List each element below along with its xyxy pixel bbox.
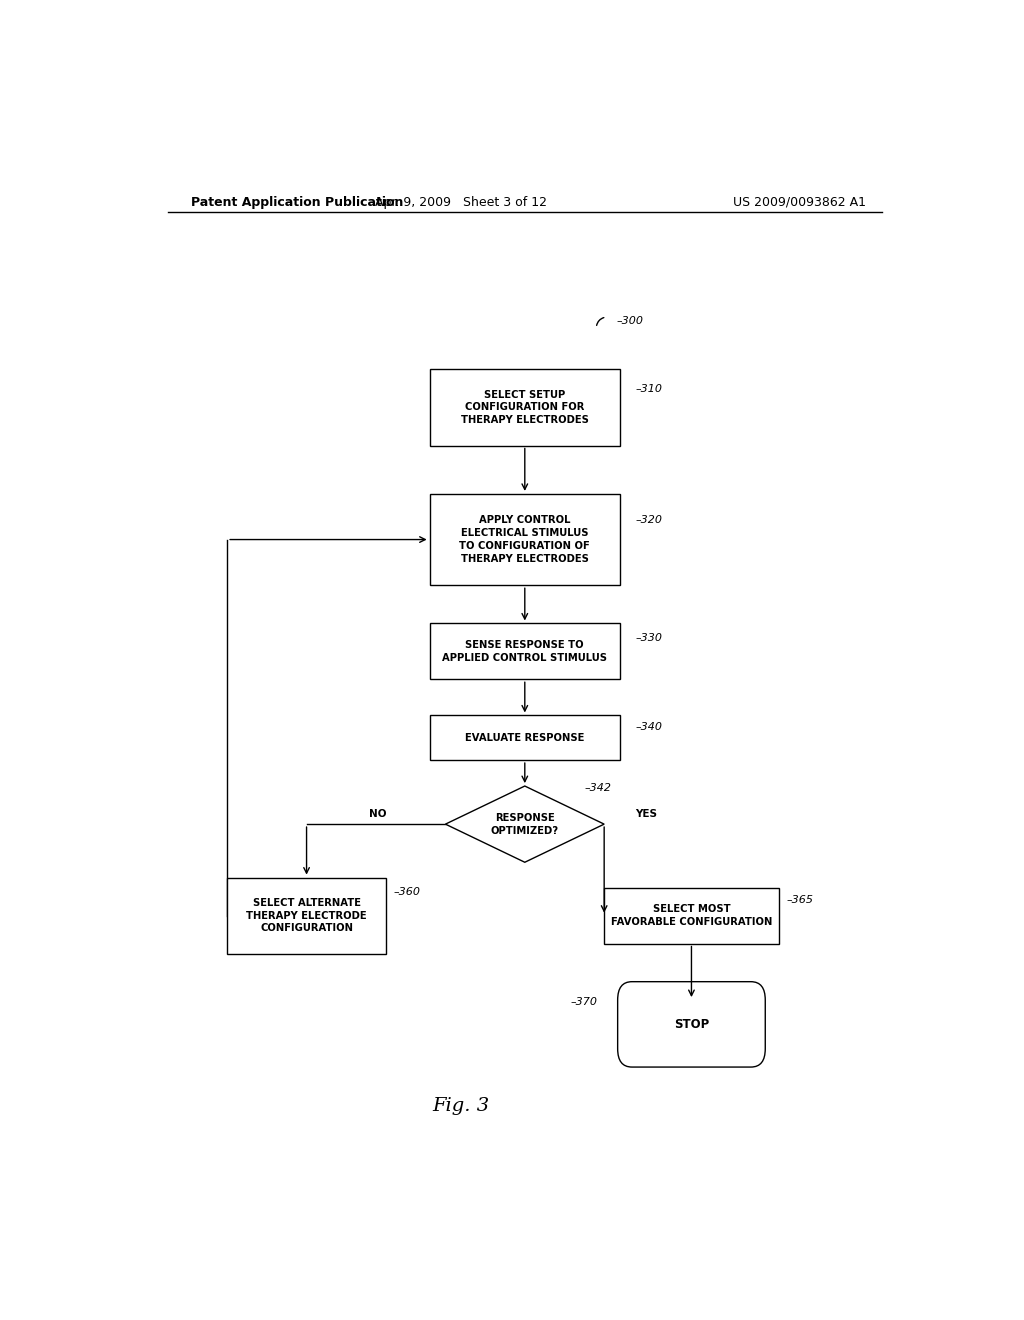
Text: –370: –370 [570, 997, 598, 1007]
Text: Fig. 3: Fig. 3 [433, 1097, 489, 1114]
Text: STOP: STOP [674, 1018, 709, 1031]
Text: –310: –310 [636, 384, 663, 395]
Text: APPLY CONTROL
ELECTRICAL STIMULUS
TO CONFIGURATION OF
THERAPY ELECTRODES: APPLY CONTROL ELECTRICAL STIMULUS TO CON… [460, 515, 590, 564]
Text: Patent Application Publication: Patent Application Publication [191, 195, 403, 209]
Text: –330: –330 [636, 634, 663, 643]
Text: SELECT SETUP
CONFIGURATION FOR
THERAPY ELECTRODES: SELECT SETUP CONFIGURATION FOR THERAPY E… [461, 389, 589, 425]
Text: –365: –365 [786, 895, 814, 906]
Text: EVALUATE RESPONSE: EVALUATE RESPONSE [465, 733, 585, 743]
FancyBboxPatch shape [430, 370, 620, 446]
Text: Apr. 9, 2009   Sheet 3 of 12: Apr. 9, 2009 Sheet 3 of 12 [376, 195, 547, 209]
Text: US 2009/0093862 A1: US 2009/0093862 A1 [733, 195, 866, 209]
Text: SENSE RESPONSE TO
APPLIED CONTROL STIMULUS: SENSE RESPONSE TO APPLIED CONTROL STIMUL… [442, 640, 607, 663]
Text: YES: YES [635, 809, 657, 818]
FancyBboxPatch shape [430, 715, 620, 760]
Text: SELECT MOST
FAVORABLE CONFIGURATION: SELECT MOST FAVORABLE CONFIGURATION [610, 904, 772, 927]
Text: NO: NO [370, 809, 387, 818]
Text: –320: –320 [636, 515, 663, 525]
Polygon shape [445, 785, 604, 862]
FancyBboxPatch shape [604, 887, 778, 944]
Text: SELECT ALTERNATE
THERAPY ELECTRODE
CONFIGURATION: SELECT ALTERNATE THERAPY ELECTRODE CONFI… [246, 898, 367, 933]
FancyBboxPatch shape [430, 494, 620, 585]
Text: –360: –360 [394, 887, 421, 898]
FancyBboxPatch shape [430, 623, 620, 680]
FancyBboxPatch shape [227, 878, 386, 954]
Text: –342: –342 [585, 783, 611, 792]
Text: RESPONSE
OPTIMIZED?: RESPONSE OPTIMIZED? [490, 813, 559, 836]
Text: –340: –340 [636, 722, 663, 731]
FancyBboxPatch shape [617, 982, 765, 1067]
Text: –300: –300 [616, 315, 643, 326]
